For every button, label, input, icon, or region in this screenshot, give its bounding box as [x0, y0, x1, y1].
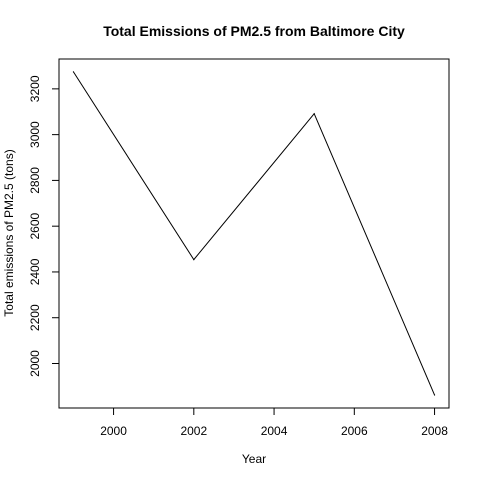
y-tick-label: 3000: [28, 121, 42, 148]
x-axis: 2000 2002 2004 2006 2008: [100, 407, 448, 438]
y-tick-label: 2800: [28, 167, 42, 194]
data-point: [433, 394, 436, 396]
x-tick-label: 2006: [341, 424, 368, 438]
chart-title: Total Emissions of PM2.5 from Baltimore …: [103, 23, 405, 39]
y-tick-label: 2400: [28, 258, 42, 285]
x-axis-label: Year: [242, 452, 266, 466]
x-tick-label: 2002: [180, 424, 207, 438]
x-tick-label: 2008: [421, 424, 448, 438]
series-line: [73, 71, 436, 396]
y-tick-label: 2000: [28, 350, 42, 377]
series-layer: [72, 71, 436, 396]
x-tick-label: 2000: [100, 424, 127, 438]
y-tick-label: 2600: [28, 213, 42, 240]
y-tick-label: 2200: [28, 304, 42, 331]
y-axis-label: Total emissions of PM2.5 (tons): [2, 149, 16, 316]
data-point: [193, 259, 195, 261]
data-point: [72, 71, 75, 73]
x-tick-label: 2004: [261, 424, 288, 438]
y-tick-label: 3200: [28, 75, 42, 102]
plot-area-border: [58, 58, 450, 409]
data-point: [313, 113, 315, 115]
y-axis: 2000 2200 2400 2600 2800 3000 3200: [28, 75, 60, 377]
